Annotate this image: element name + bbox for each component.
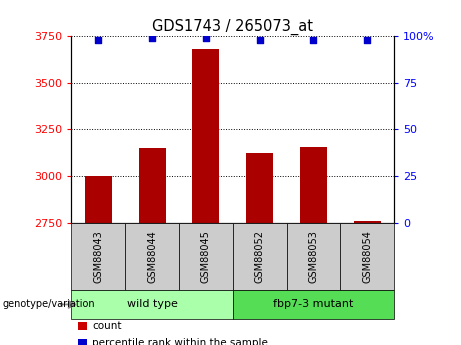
Text: GSM88052: GSM88052 (254, 230, 265, 283)
Point (202, 35, 210, 41)
Bar (300, 147, 327, 223)
Text: count: count (92, 321, 122, 331)
Text: GSM88053: GSM88053 (308, 230, 319, 283)
Bar (354, 221, 381, 223)
Point (364, 37, 371, 43)
Point (310, 37, 317, 43)
Bar (246, 152, 273, 223)
Text: GSM88045: GSM88045 (201, 230, 211, 283)
Text: GSM88054: GSM88054 (362, 230, 372, 283)
Text: percentile rank within the sample: percentile rank within the sample (92, 338, 268, 345)
Point (95, 37, 102, 43)
Text: fbp7-3 mutant: fbp7-3 mutant (273, 299, 354, 309)
Bar (85, 176, 112, 223)
Bar (193, 49, 219, 223)
Text: genotype/variation: genotype/variation (2, 299, 95, 309)
Point (256, 37, 263, 43)
Text: wild type: wild type (127, 299, 177, 309)
Title: GDS1743 / 265073_at: GDS1743 / 265073_at (152, 19, 313, 35)
Text: GSM88043: GSM88043 (93, 230, 103, 283)
Bar (139, 148, 165, 223)
Text: GSM88044: GSM88044 (147, 230, 157, 283)
Point (148, 35, 156, 41)
